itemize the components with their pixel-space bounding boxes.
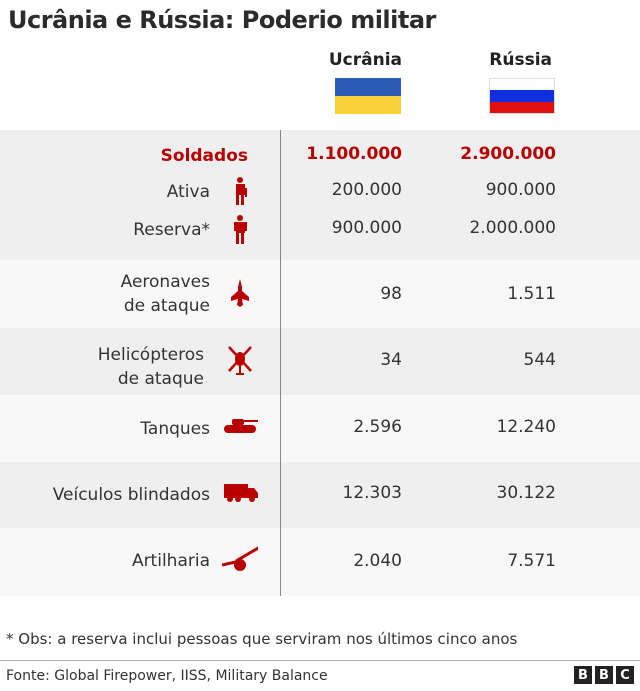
helicopter-icon (228, 346, 252, 375)
cell-russia: 30.122 (496, 483, 556, 503)
cell-ukraine: 2.040 (353, 551, 402, 571)
cell-ukraine: 1.100.000 (306, 144, 402, 164)
row-label-line1: Aeronaves (120, 272, 210, 292)
artillery-icon (222, 546, 258, 571)
table-row-armored (0, 462, 640, 528)
table-row-tanks (0, 395, 640, 462)
cell-ukraine: 34 (380, 350, 402, 370)
tank-icon (224, 419, 258, 433)
cell-russia: 2.000.000 (469, 218, 556, 238)
source-text: Fonte: Global Firepower, IISS, Military … (6, 668, 328, 684)
page-title: Ucrânia e Rússia: Poderio militar (8, 6, 436, 34)
footnote: * Obs: a reserva inclui pessoas que serv… (6, 630, 518, 648)
cell-russia: 2.900.000 (460, 144, 556, 164)
column-header-ukraine: Ucrânia (328, 50, 402, 70)
table-row-artillery (0, 528, 640, 596)
fighter-jet-icon (231, 279, 249, 307)
cell-russia: 900.000 (485, 180, 556, 200)
person-icon (234, 215, 247, 244)
table-row-helicopters (0, 328, 640, 395)
row-label: Soldados (160, 146, 248, 166)
column-header-russia: Rússia (489, 50, 552, 70)
footer-divider (0, 660, 640, 661)
row-label: Reserva* (133, 220, 210, 240)
cell-ukraine: 98 (380, 284, 402, 304)
cell-ukraine: 200.000 (331, 180, 402, 200)
row-label-line2: de ataque (123, 296, 210, 316)
table-row-soldiers (0, 130, 640, 260)
row-label: Tanques (140, 419, 210, 439)
cell-ukraine: 12.303 (342, 483, 402, 503)
row-label-line2: de ataque (117, 369, 204, 389)
logo-letter: C (616, 666, 634, 684)
column-divider (280, 130, 281, 596)
russia-flag (489, 78, 555, 114)
row-label: Ativa (166, 182, 210, 202)
cell-russia: 7.571 (507, 551, 556, 571)
logo-letter: B (595, 666, 613, 684)
cell-russia: 544 (523, 350, 556, 370)
ukraine-flag (335, 78, 401, 114)
row-label: Veículos blindados (52, 485, 210, 505)
table-row-aircraft (0, 260, 640, 328)
armored-vehicle-icon (224, 484, 258, 502)
row-label-line1: Helicópteros (97, 345, 204, 365)
cell-russia: 1.511 (507, 284, 556, 304)
row-label: Artilharia (131, 551, 210, 571)
logo-letter: B (574, 666, 592, 684)
cell-ukraine: 900.000 (331, 218, 402, 238)
soldier-icon (236, 177, 247, 205)
cell-russia: 12.240 (496, 417, 556, 437)
cell-ukraine: 2.596 (353, 417, 402, 437)
